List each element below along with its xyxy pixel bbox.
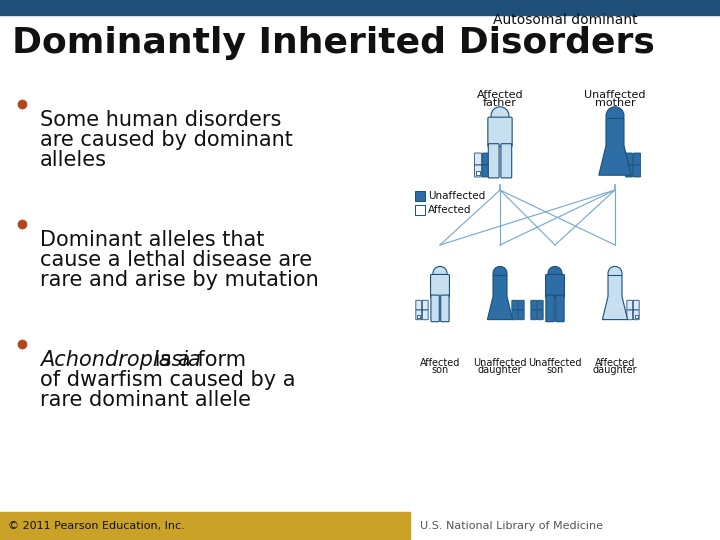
Circle shape (548, 266, 562, 280)
FancyBboxPatch shape (627, 310, 633, 320)
Text: cause a lethal disease are: cause a lethal disease are (40, 250, 312, 270)
FancyBboxPatch shape (531, 310, 536, 320)
FancyBboxPatch shape (423, 310, 428, 320)
FancyBboxPatch shape (626, 165, 633, 177)
FancyBboxPatch shape (546, 274, 564, 298)
Bar (417, 314, 420, 318)
Text: daughter: daughter (477, 365, 522, 375)
Text: mother: mother (595, 98, 635, 108)
Bar (415, 205, 425, 215)
FancyBboxPatch shape (482, 165, 490, 177)
FancyBboxPatch shape (627, 300, 633, 310)
FancyBboxPatch shape (634, 153, 641, 165)
Text: Affected: Affected (595, 358, 635, 368)
Text: Affected: Affected (477, 90, 523, 100)
FancyBboxPatch shape (501, 144, 512, 178)
Text: © 2011 Pearson Education, Inc.: © 2011 Pearson Education, Inc. (8, 521, 185, 531)
Bar (415, 191, 425, 201)
FancyBboxPatch shape (531, 300, 536, 310)
Text: Unaffected: Unaffected (584, 90, 646, 100)
FancyBboxPatch shape (474, 165, 482, 177)
FancyBboxPatch shape (634, 310, 639, 320)
Text: daughter: daughter (593, 365, 637, 375)
FancyBboxPatch shape (488, 144, 499, 178)
Bar (476, 171, 480, 174)
FancyBboxPatch shape (556, 295, 564, 322)
Bar (634, 314, 638, 318)
Text: Affected: Affected (420, 358, 460, 368)
FancyBboxPatch shape (431, 274, 449, 298)
Text: Affected: Affected (428, 205, 472, 215)
Polygon shape (487, 275, 513, 320)
Text: U.S. National Library of Medicine: U.S. National Library of Medicine (420, 521, 603, 531)
FancyBboxPatch shape (634, 165, 641, 177)
Text: Autosomal dominant: Autosomal dominant (492, 13, 637, 27)
FancyBboxPatch shape (634, 300, 639, 310)
FancyBboxPatch shape (423, 300, 428, 310)
Circle shape (493, 266, 507, 280)
Circle shape (433, 266, 447, 280)
Text: Dominantly Inherited Disorders: Dominantly Inherited Disorders (12, 26, 655, 60)
Text: of dwarfism caused by a: of dwarfism caused by a (40, 370, 295, 390)
Polygon shape (603, 275, 628, 320)
FancyBboxPatch shape (512, 310, 518, 320)
Text: father: father (483, 98, 517, 108)
Polygon shape (599, 118, 631, 175)
FancyBboxPatch shape (537, 310, 543, 320)
FancyBboxPatch shape (626, 153, 633, 165)
FancyBboxPatch shape (546, 295, 554, 322)
Text: rare dominant allele: rare dominant allele (40, 390, 251, 410)
Text: rare and arise by mutation: rare and arise by mutation (40, 270, 319, 290)
Text: Unaffected: Unaffected (428, 191, 485, 201)
FancyBboxPatch shape (441, 295, 449, 322)
Text: son: son (546, 365, 564, 375)
Circle shape (491, 107, 509, 125)
Text: is a form: is a form (148, 350, 246, 370)
Circle shape (606, 107, 624, 125)
FancyBboxPatch shape (488, 117, 512, 147)
FancyBboxPatch shape (474, 153, 482, 165)
Bar (0, 0, 720, 15)
Text: alleles: alleles (40, 150, 107, 170)
FancyBboxPatch shape (431, 295, 439, 322)
FancyBboxPatch shape (416, 300, 422, 310)
FancyBboxPatch shape (537, 300, 543, 310)
Text: Dominant alleles that: Dominant alleles that (40, 230, 264, 250)
Circle shape (608, 266, 622, 280)
Text: are caused by dominant: are caused by dominant (40, 130, 293, 150)
FancyBboxPatch shape (416, 310, 422, 320)
FancyBboxPatch shape (518, 310, 524, 320)
Text: Unaffected: Unaffected (528, 358, 582, 368)
Text: Unaffected: Unaffected (473, 358, 527, 368)
FancyBboxPatch shape (482, 153, 490, 165)
FancyBboxPatch shape (518, 300, 524, 310)
FancyBboxPatch shape (512, 300, 518, 310)
Text: son: son (431, 365, 449, 375)
Text: Some human disorders: Some human disorders (40, 110, 282, 130)
Bar (0, 512, 410, 540)
Text: Achondroplasia: Achondroplasia (40, 350, 201, 370)
